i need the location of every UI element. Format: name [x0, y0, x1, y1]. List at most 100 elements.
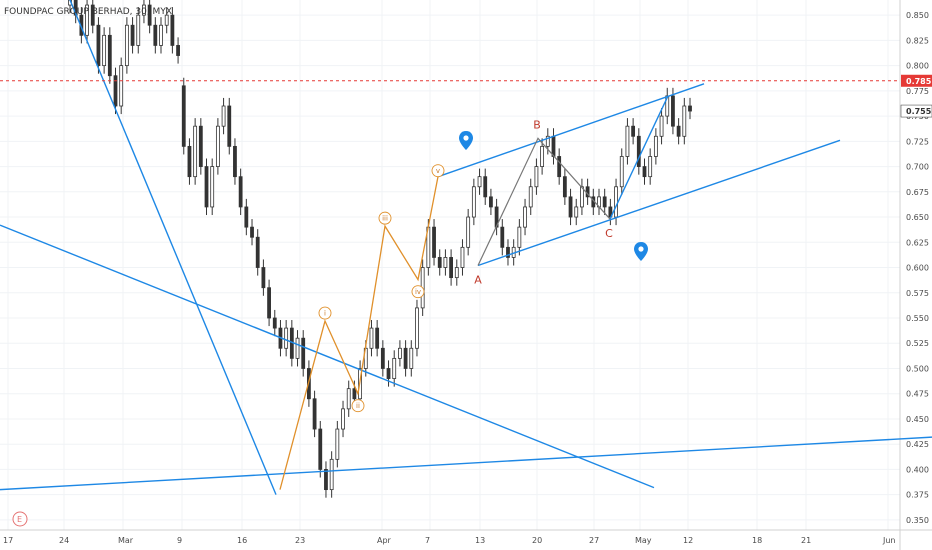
candle-body [483, 176, 488, 198]
candle-body [466, 216, 471, 248]
wave-label: iv [415, 288, 421, 296]
candle-body [250, 226, 254, 238]
price-axis[interactable]: 0.8500.8250.8000.7750.7500.7250.7000.675… [906, 11, 929, 525]
candle-body [409, 347, 414, 369]
candle-body [602, 196, 607, 208]
candle-body [528, 186, 533, 208]
wave-label: i [324, 310, 326, 318]
trend-line [477, 139, 841, 267]
candle-body [682, 105, 687, 137]
candle-body [90, 4, 95, 26]
candle-body [113, 75, 118, 107]
candle-body [619, 156, 624, 188]
time-tick-label: Mar [118, 536, 134, 545]
price-tick-label: 0.725 [906, 137, 929, 146]
last-price-label: 0.785 [906, 77, 932, 86]
candle-body [210, 166, 215, 208]
candle-body [193, 125, 198, 178]
candle-body [119, 65, 124, 107]
candle-body [380, 347, 385, 369]
candle-body [204, 166, 209, 208]
trend-line [437, 83, 705, 178]
time-tick-label: Apr [377, 536, 392, 545]
candle-body [136, 14, 141, 46]
candle-body [568, 196, 573, 218]
candle-body [551, 135, 556, 157]
candle-body [653, 135, 658, 157]
chart-title: FOUNDPAC GROUP BERHAD, 30, MYX [4, 7, 172, 17]
location-pin-icon[interactable] [634, 242, 648, 261]
location-pin-icon[interactable] [459, 131, 473, 150]
time-tick-label: 16 [237, 536, 247, 545]
wave-label-circle [318, 306, 332, 320]
candle-body [631, 125, 636, 137]
candle-body [392, 357, 397, 379]
candle-body [244, 206, 249, 228]
candle-body [540, 145, 545, 167]
candle-body [506, 246, 510, 258]
abc-path [477, 137, 611, 266]
candle-body [198, 125, 203, 167]
candle-body [545, 135, 550, 147]
candle-body [477, 176, 482, 188]
candle-body [329, 458, 334, 491]
candle-body [625, 125, 630, 157]
candle-body [153, 24, 158, 46]
time-axis[interactable]: 17 24 Mar 9 16 23 Apr 7 13 20 27 May 12 18 21 Jun [3, 536, 896, 545]
candle-body [676, 125, 681, 137]
candle-body [295, 337, 300, 359]
time-tick-label: May [635, 536, 652, 545]
time-tick-label: 7 [425, 536, 430, 545]
candle-body [335, 428, 340, 460]
abc-correction[interactable]: A B C [474, 118, 613, 286]
candle-body [398, 347, 402, 359]
wave-path [279, 176, 439, 490]
price-tick-label: 0.350 [906, 516, 929, 525]
price-tick-label: 0.825 [906, 36, 929, 45]
time-tick-label: 18 [752, 536, 762, 545]
trend-line [69, 0, 277, 495]
candle-body [557, 156, 562, 178]
candle-body [301, 337, 306, 369]
price-tick-label: 0.425 [906, 440, 929, 449]
wave-label-circle [378, 211, 392, 225]
event-marker-label: E [17, 515, 22, 524]
trend-lines[interactable] [0, 0, 932, 495]
candle-body [449, 257, 454, 279]
candle-body [221, 105, 226, 127]
event-marker-icon[interactable]: E [12, 511, 28, 527]
candle-body [432, 226, 436, 258]
price-tick-label: 0.775 [906, 87, 929, 96]
price-tick-label: 0.600 [906, 264, 929, 273]
abc-label: A [474, 274, 482, 287]
price-tick-label: 0.525 [906, 339, 929, 348]
trend-line [609, 95, 669, 220]
current-price-label: 0.755 [906, 107, 932, 116]
candle-body [454, 267, 459, 279]
time-tick-label: 20 [532, 536, 542, 545]
time-tick-label: Jun [882, 536, 896, 545]
candle-body [181, 85, 186, 147]
abc-label: C [605, 227, 613, 240]
trend-line [0, 224, 655, 489]
candle-body [386, 368, 391, 379]
candle-body [636, 135, 641, 167]
time-tick-label: 17 [3, 536, 13, 545]
candle-body [238, 176, 243, 208]
wave-label-circle [411, 285, 425, 299]
price-tick-label: 0.400 [906, 465, 929, 474]
price-tick-label: 0.550 [906, 314, 929, 323]
candle-body [574, 206, 579, 218]
candle-body [312, 398, 317, 430]
price-tick-label: 0.675 [906, 188, 929, 197]
candle-body [324, 469, 328, 491]
candle-body [489, 196, 493, 208]
abc-label: B [533, 118, 541, 131]
candle-body [517, 226, 522, 248]
candle-body [164, 14, 169, 26]
last-price-badge: 0.785 [901, 74, 932, 87]
time-tick-label: 24 [59, 536, 69, 545]
time-tick-label: 23 [295, 536, 305, 545]
